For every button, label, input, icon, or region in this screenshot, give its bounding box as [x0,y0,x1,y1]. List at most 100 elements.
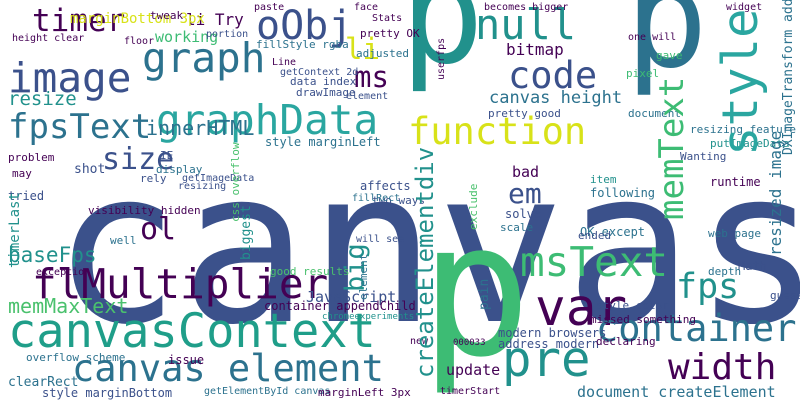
word-12: null [475,0,577,49]
word-81: shot [74,162,106,177]
word-100: Line [272,57,297,68]
word-13: oObj [256,3,353,49]
word-105: fillRect [352,193,401,204]
word-7: graph [142,34,266,82]
word-116: timerLast [7,192,23,268]
word-87: tweak [150,9,184,22]
word-73: getContext 2d [280,67,359,78]
word-122: element [357,253,370,300]
word-111: memText [652,76,692,220]
word-109: new [410,336,429,347]
word-99: floor [124,36,155,47]
word-22: fps [676,267,740,307]
word-79: data index [290,75,357,88]
word-69: marginLeft 3px [318,386,411,399]
word-75: portion [206,29,249,40]
word-43: OK except [580,225,646,239]
word-71: height clear [12,33,85,44]
word-5: flMultiplier [32,260,329,308]
word-74: drawImage [296,86,356,99]
word-16: function [408,110,587,153]
word-112: createElementdiv [411,146,439,378]
word-85: resizing [178,181,227,192]
word-25: ol [140,212,177,247]
word-78: element [346,91,389,102]
word-58: Math [738,259,767,273]
word-82: display [156,163,203,176]
word-93: exception [36,267,91,278]
word-50: following [590,186,656,200]
word-18: pre [502,331,591,388]
word-37: update [446,361,501,379]
word-61: missed something [590,313,696,326]
word-89: becomes bigger [484,2,569,13]
word-3: p [420,182,532,398]
word-86: well [110,234,137,247]
word-9: fpsText [8,107,152,147]
word-76: adjusted [356,47,409,60]
word-52: solve [505,207,542,221]
word-63: timerStart [440,386,501,397]
word-31: li Try [186,10,244,29]
word-23: ms [354,60,389,94]
word-19: container [596,307,797,350]
word-28: innerHTML [146,116,255,140]
word-42: good results [270,265,350,278]
word-104: getImageData [182,173,255,184]
word-106: will see [356,234,405,245]
word-15: code [508,54,598,97]
word-102: guess [770,289,800,302]
word-120: pain [477,278,492,310]
word-20: width [668,347,777,388]
word-72: fillStyle rgba [256,38,349,51]
word-67: style marginBottom [42,386,173,400]
word-48: pretty good [488,107,561,120]
word-45: rely [140,172,167,185]
word-1: p [400,0,485,96]
word-88: face [354,2,379,13]
word-47: two ways [372,194,425,207]
word-101: ended [578,229,612,242]
word-4: canvasContext [8,304,376,359]
word-10: canvas element [72,347,384,390]
word-27: li [345,32,380,66]
word-66: issue [168,353,205,367]
word-32: working [155,28,219,46]
word-97: Stats [372,13,403,24]
word-39: container appendChild [264,299,416,313]
word-53: Wanting [680,150,727,163]
word-8: image [8,54,132,102]
word-60: address modern [498,337,600,351]
word-80: problem [8,151,55,164]
word-26: em [508,177,542,210]
word-65: overflow scheme [26,351,126,364]
word-118: css overflow [229,142,242,222]
word-91: gave [656,49,683,62]
word-64: clearRect [8,375,79,390]
word-110: style [712,8,769,156]
word-17: var [535,279,628,338]
word-90: one will [628,32,677,43]
word-49: bad [512,163,540,181]
word-96: widget [726,2,763,13]
word-29: resize [8,88,77,110]
word-34: canvas height [489,88,623,108]
word-41: style marginLeft [265,135,381,149]
word-70: marginBottom 3px [70,11,205,27]
word-24: size [102,142,175,177]
word-30: baseFps [8,243,97,267]
word-77: pretty OK [360,27,420,40]
word-83: tried [8,189,45,203]
word-62: declaring [596,335,656,348]
word-95: may [12,167,32,180]
word-46: affects [360,179,411,193]
word-115: DXImageTransform addon [781,0,796,155]
word-103: depth [708,265,742,278]
word-56: runtime [710,175,761,189]
word-54: resizing feature [690,123,796,136]
word-107: 000033 [453,338,486,348]
word-0: canvas [52,124,800,372]
word-92: pixel [626,67,660,80]
word-21: msText [520,238,669,286]
